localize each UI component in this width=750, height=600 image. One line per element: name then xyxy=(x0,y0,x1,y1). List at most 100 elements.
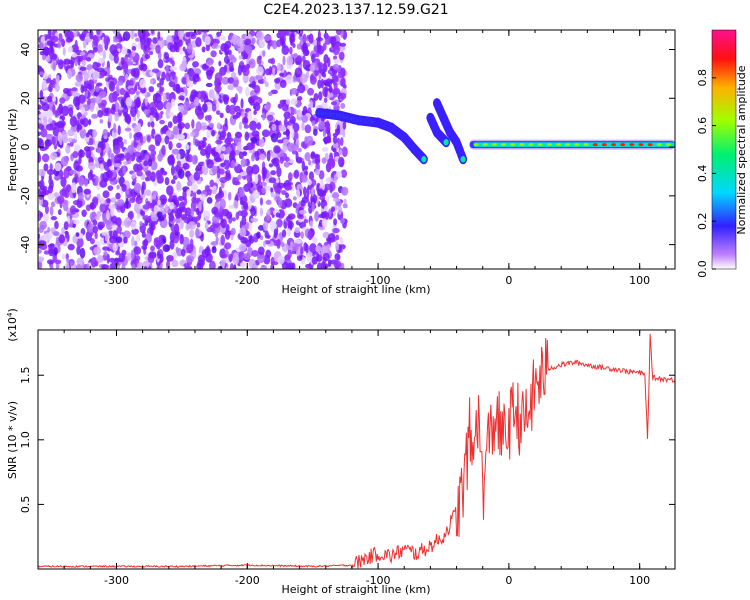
noise-blob xyxy=(235,194,239,200)
noise-blob xyxy=(122,165,127,175)
noise-blob xyxy=(151,128,156,139)
noise-blob xyxy=(242,238,247,244)
signal-band-peak xyxy=(510,143,516,147)
noise-blob xyxy=(343,198,347,205)
noise-blob xyxy=(273,228,278,239)
noise-blob xyxy=(47,243,55,249)
noise-blob xyxy=(171,259,179,268)
noise-blob xyxy=(168,111,175,118)
noise-blob xyxy=(260,235,264,241)
noise-blob xyxy=(161,170,168,176)
noise-blob xyxy=(88,137,94,146)
noise-blob xyxy=(264,230,269,239)
noise-blob xyxy=(63,58,71,65)
noise-blob xyxy=(152,93,158,104)
noise-blob xyxy=(282,142,288,153)
noise-blob xyxy=(113,122,117,134)
noise-blob xyxy=(134,151,141,158)
noise-blob xyxy=(250,137,258,144)
noise-blob xyxy=(267,42,271,50)
noise-blob xyxy=(318,91,323,101)
noise-blob xyxy=(131,46,137,51)
noise-blob xyxy=(277,255,285,265)
noise-blob xyxy=(206,58,214,65)
noise-blob xyxy=(340,186,349,196)
noise-blob xyxy=(323,183,331,191)
noise-blob xyxy=(254,150,260,158)
noise-blob xyxy=(197,259,206,267)
noise-blob xyxy=(300,174,308,183)
noise-blob xyxy=(301,121,305,131)
noise-blob xyxy=(98,91,107,99)
noise-blob xyxy=(55,74,60,84)
noise-blob xyxy=(97,156,104,164)
noise-blob xyxy=(168,140,173,151)
noise-blob xyxy=(246,172,252,183)
noise-blob xyxy=(163,51,169,60)
noise-blob xyxy=(169,66,178,71)
noise-blob xyxy=(89,211,98,222)
noise-blob xyxy=(290,128,295,139)
noise-blob xyxy=(136,234,141,242)
noise-blob xyxy=(57,195,65,204)
snr-axes: -300 -200 -100 0 100 0.5 1.0 1.5 xyxy=(19,330,675,587)
noise-blob xyxy=(186,243,194,253)
noise-blob xyxy=(46,169,55,175)
noise-blob xyxy=(79,128,87,139)
noise-blob xyxy=(257,246,265,256)
noise-blob xyxy=(96,82,103,87)
snr-yscale-label: (x104) xyxy=(6,308,19,342)
noise-blob xyxy=(342,203,348,209)
noise-blob xyxy=(220,162,226,168)
noise-blob xyxy=(95,216,100,221)
snr-xtick-label: -200 xyxy=(235,574,260,587)
noise-blob xyxy=(185,254,194,263)
noise-blob xyxy=(184,144,190,150)
noise-blob xyxy=(100,196,105,204)
noise-blob xyxy=(242,67,250,77)
signal-trace-core xyxy=(421,156,427,163)
noise-blob xyxy=(65,262,70,269)
noise-blob xyxy=(257,174,262,184)
noise-blob xyxy=(304,151,311,162)
signal-band-peak xyxy=(638,143,644,147)
noise-blob xyxy=(51,53,58,60)
noise-blob xyxy=(244,131,250,141)
noise-blob xyxy=(340,169,348,178)
noise-blob xyxy=(174,208,182,219)
noise-blob xyxy=(147,121,152,127)
noise-blob xyxy=(75,264,82,269)
spectrogram-frame xyxy=(37,29,676,270)
noise-blob xyxy=(120,56,125,66)
noise-blob xyxy=(67,129,75,137)
noise-blob xyxy=(241,110,245,119)
noise-blob xyxy=(314,210,320,222)
noise-blob xyxy=(239,243,247,252)
noise-blob xyxy=(224,242,232,250)
noise-blob xyxy=(211,246,217,254)
noise-blob xyxy=(270,170,277,176)
noise-blob xyxy=(109,257,116,263)
noise-blob xyxy=(304,165,309,171)
noise-blob xyxy=(227,77,235,84)
noise-blob xyxy=(298,209,307,215)
noise-blob xyxy=(333,260,342,269)
noise-blob xyxy=(322,42,327,51)
noise-blob xyxy=(234,131,243,139)
noise-blob xyxy=(292,75,297,82)
noise-blob xyxy=(272,157,280,167)
noise-blob xyxy=(169,57,173,64)
noise-blob xyxy=(296,115,303,121)
noise-blob xyxy=(83,146,91,152)
noise-blob xyxy=(243,116,248,124)
chart-title: C2E4.2023.137.12.59.G21 xyxy=(263,2,448,18)
noise-blob xyxy=(143,265,148,269)
noise-blob xyxy=(220,253,228,259)
noise-blob xyxy=(220,35,226,41)
noise-blob xyxy=(276,39,282,48)
noise-blob xyxy=(157,251,161,259)
noise-blob xyxy=(115,251,121,256)
colorbar-tick-label: 0.2 xyxy=(696,212,709,230)
noise-blob xyxy=(121,47,128,55)
noise-blob xyxy=(41,102,50,112)
